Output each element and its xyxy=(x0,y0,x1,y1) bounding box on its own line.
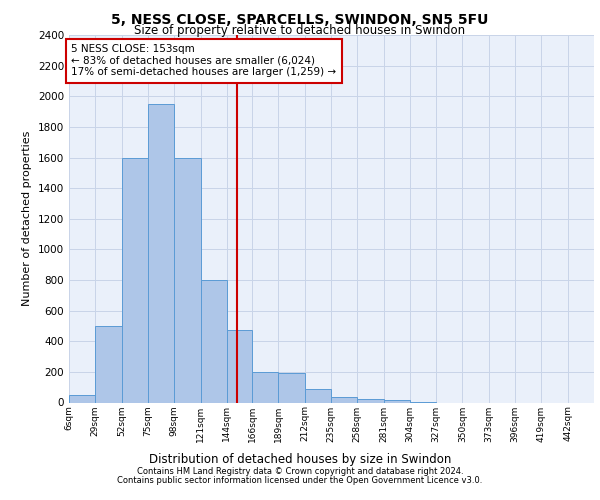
Bar xyxy=(305,390,331,402)
Text: Distribution of detached houses by size in Swindon: Distribution of detached houses by size … xyxy=(149,453,451,466)
Text: Contains public sector information licensed under the Open Government Licence v3: Contains public sector information licen… xyxy=(118,476,482,485)
Bar xyxy=(200,280,227,402)
Bar xyxy=(148,104,174,403)
Bar xyxy=(331,397,357,402)
Text: Size of property relative to detached houses in Swindon: Size of property relative to detached ho… xyxy=(134,24,466,37)
Y-axis label: Number of detached properties: Number of detached properties xyxy=(22,131,32,306)
Bar xyxy=(278,372,305,402)
Bar xyxy=(357,398,383,402)
Text: Contains HM Land Registry data © Crown copyright and database right 2024.: Contains HM Land Registry data © Crown c… xyxy=(137,467,463,476)
Bar xyxy=(95,326,122,402)
Bar xyxy=(252,372,278,402)
Bar xyxy=(174,158,200,402)
Bar xyxy=(122,158,148,402)
Text: 5 NESS CLOSE: 153sqm
← 83% of detached houses are smaller (6,024)
17% of semi-de: 5 NESS CLOSE: 153sqm ← 83% of detached h… xyxy=(71,44,337,78)
Bar xyxy=(69,395,95,402)
Bar xyxy=(383,400,410,402)
Bar xyxy=(227,330,252,402)
Text: 5, NESS CLOSE, SPARCELLS, SWINDON, SN5 5FU: 5, NESS CLOSE, SPARCELLS, SWINDON, SN5 5… xyxy=(112,12,488,26)
